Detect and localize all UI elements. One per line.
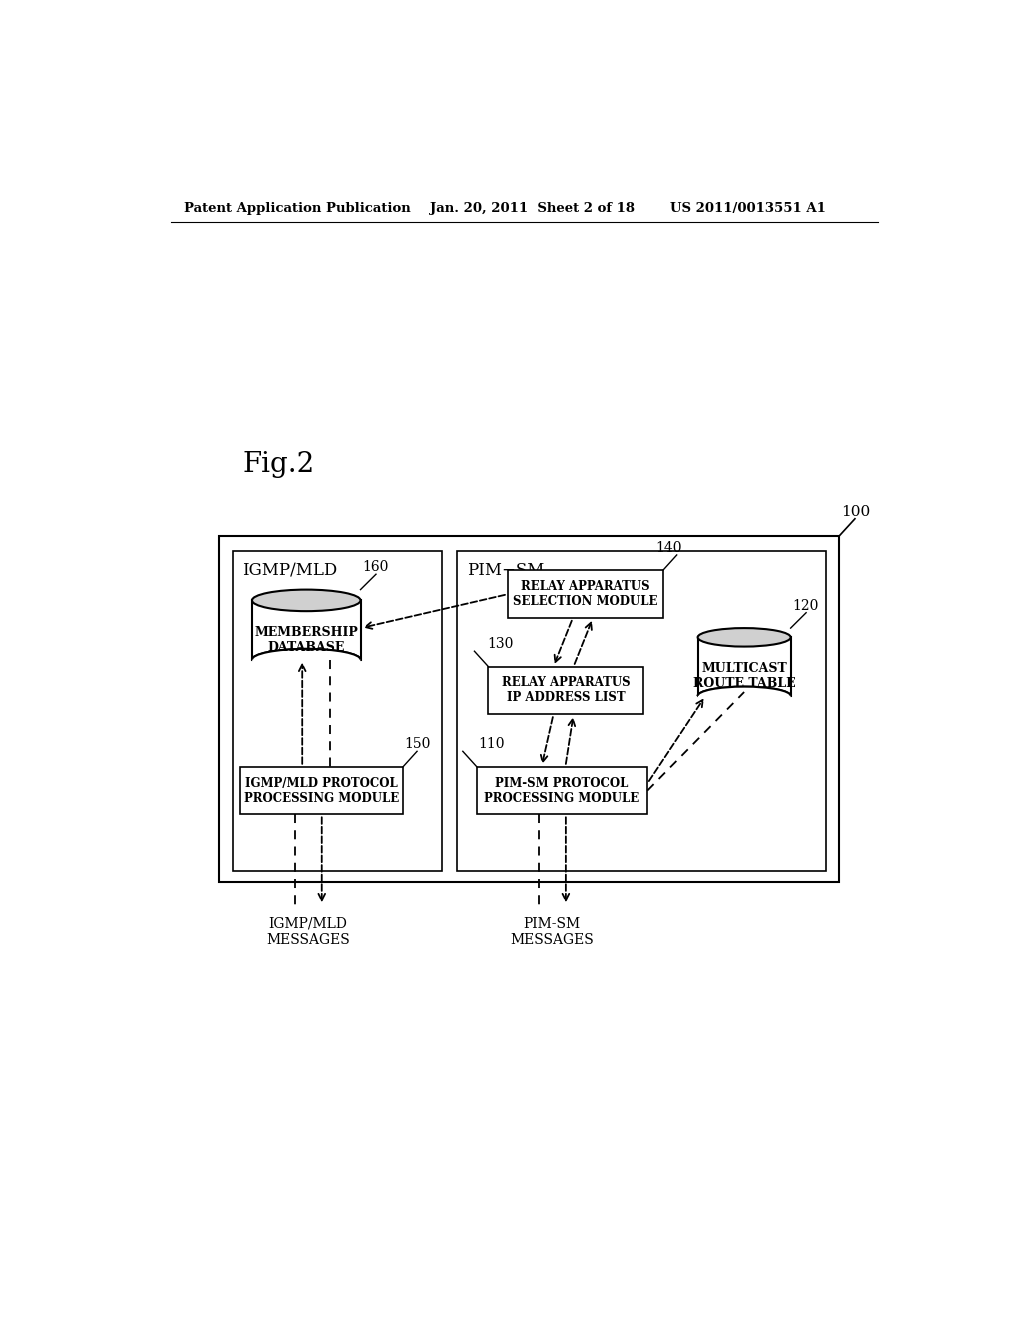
Bar (232, 552, 442, 871)
Text: US 2011/0013551 A1: US 2011/0013551 A1 (671, 202, 826, 215)
Text: 150: 150 (404, 738, 431, 751)
Text: IGMP∕MLD: IGMP∕MLD (242, 562, 337, 579)
Bar (241, 767, 403, 814)
Text: 120: 120 (793, 599, 818, 612)
Text: 140: 140 (655, 541, 682, 554)
Text: PIM−SM: PIM−SM (467, 562, 544, 579)
Bar (458, 552, 825, 871)
Bar (488, 667, 643, 714)
Text: Fig.2: Fig.2 (243, 451, 315, 478)
Text: RELAY APPARATUS
IP ADDRESS LIST: RELAY APPARATUS IP ADDRESS LIST (502, 676, 630, 705)
Text: 100: 100 (841, 504, 870, 519)
Text: Jan. 20, 2011  Sheet 2 of 18: Jan. 20, 2011 Sheet 2 of 18 (430, 202, 635, 215)
Text: PIM-SM PROTOCOL
PROCESSING MODULE: PIM-SM PROTOCOL PROCESSING MODULE (484, 776, 640, 805)
Ellipse shape (697, 686, 791, 705)
Text: IGMP/MLD PROTOCOL
PROCESSING MODULE: IGMP/MLD PROTOCOL PROCESSING MODULE (244, 776, 399, 805)
Text: IGMP/MLD
MESSAGES: IGMP/MLD MESSAGES (266, 917, 350, 946)
Text: 160: 160 (362, 560, 388, 574)
FancyBboxPatch shape (252, 601, 360, 660)
Bar (508, 570, 663, 618)
Bar (219, 536, 840, 882)
Ellipse shape (252, 590, 360, 611)
Text: 130: 130 (486, 638, 513, 651)
Ellipse shape (252, 649, 360, 671)
Text: RELAY APPARATUS
SELECTION MODULE: RELAY APPARATUS SELECTION MODULE (513, 581, 657, 609)
Bar (477, 767, 647, 814)
FancyBboxPatch shape (697, 638, 791, 696)
Text: MEMBERSHIP
DATABASE: MEMBERSHIP DATABASE (254, 626, 358, 653)
Ellipse shape (697, 628, 791, 647)
Text: MULTICAST
ROUTE TABLE: MULTICAST ROUTE TABLE (693, 661, 796, 690)
Text: PIM-SM
MESSAGES: PIM-SM MESSAGES (510, 917, 594, 946)
Text: Patent Application Publication: Patent Application Publication (183, 202, 411, 215)
Text: 110: 110 (478, 738, 505, 751)
